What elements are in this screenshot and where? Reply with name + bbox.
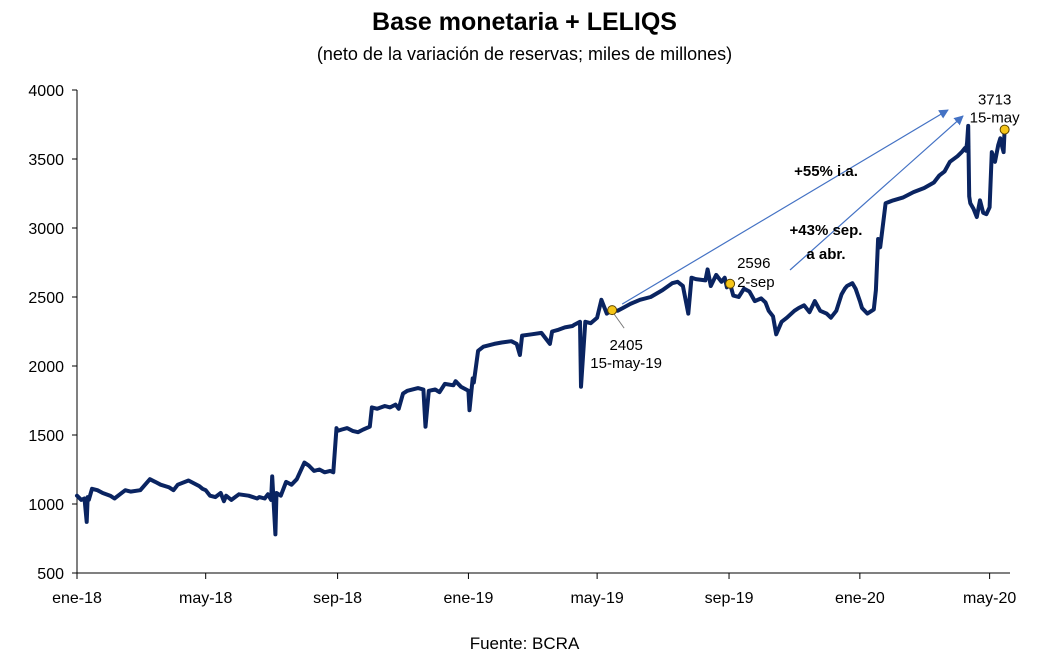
x-tick-label: sep-18 [313, 590, 362, 607]
y-tick-label: 2000 [28, 359, 64, 376]
series-line-0 [75, 123, 1007, 537]
y-tick-label: 4000 [28, 83, 64, 100]
chart-subtitle: (neto de la variación de reservas; miles… [316, 44, 733, 64]
x-tick-label: ene-19 [444, 590, 494, 607]
highlight-point-marker-1 [607, 305, 618, 316]
highlight-point-marker-2 [725, 278, 736, 289]
highlight-point-marker-3 [999, 124, 1010, 135]
growth-sep-label-line2: a abr. [806, 246, 845, 263]
y-tick-label: 500 [37, 566, 64, 583]
x-tick-label: may-19 [570, 590, 623, 607]
chart-title: Base monetaria + LELIQS [372, 8, 677, 36]
y-tick-label: 1000 [28, 497, 64, 514]
source-note: Fuente: BCRA [469, 634, 580, 653]
point-1-leader [613, 313, 625, 329]
y-tick-label: 1500 [28, 428, 64, 445]
growth-yoy-arrow [621, 109, 949, 305]
growth-sep-label-line1: +43% sep. [790, 222, 863, 239]
y-tick-label: 3500 [28, 152, 64, 169]
x-tick-label: ene-18 [52, 590, 102, 607]
x-tick-label: sep-19 [705, 590, 754, 607]
growth-sep-arrow [789, 115, 964, 271]
x-tick-label: may-20 [963, 590, 1016, 607]
point-2-value-label: 2596 [737, 255, 770, 272]
x-tick-label: may-18 [179, 590, 232, 607]
point-3-value-label: 3713 [978, 92, 1011, 109]
point-1-value-label: 2405 [609, 337, 642, 354]
point-3-date-label: 15-may [970, 110, 1021, 127]
y-tick-label: 3000 [28, 221, 64, 238]
y-tick-label: 2500 [28, 290, 64, 307]
growth-yoy-label: +55% i.a. [794, 163, 858, 180]
x-tick-label: ene-20 [835, 590, 885, 607]
point-1-date-label: 15-may-19 [590, 355, 662, 372]
point-2-date-label: 2-sep [737, 274, 775, 291]
